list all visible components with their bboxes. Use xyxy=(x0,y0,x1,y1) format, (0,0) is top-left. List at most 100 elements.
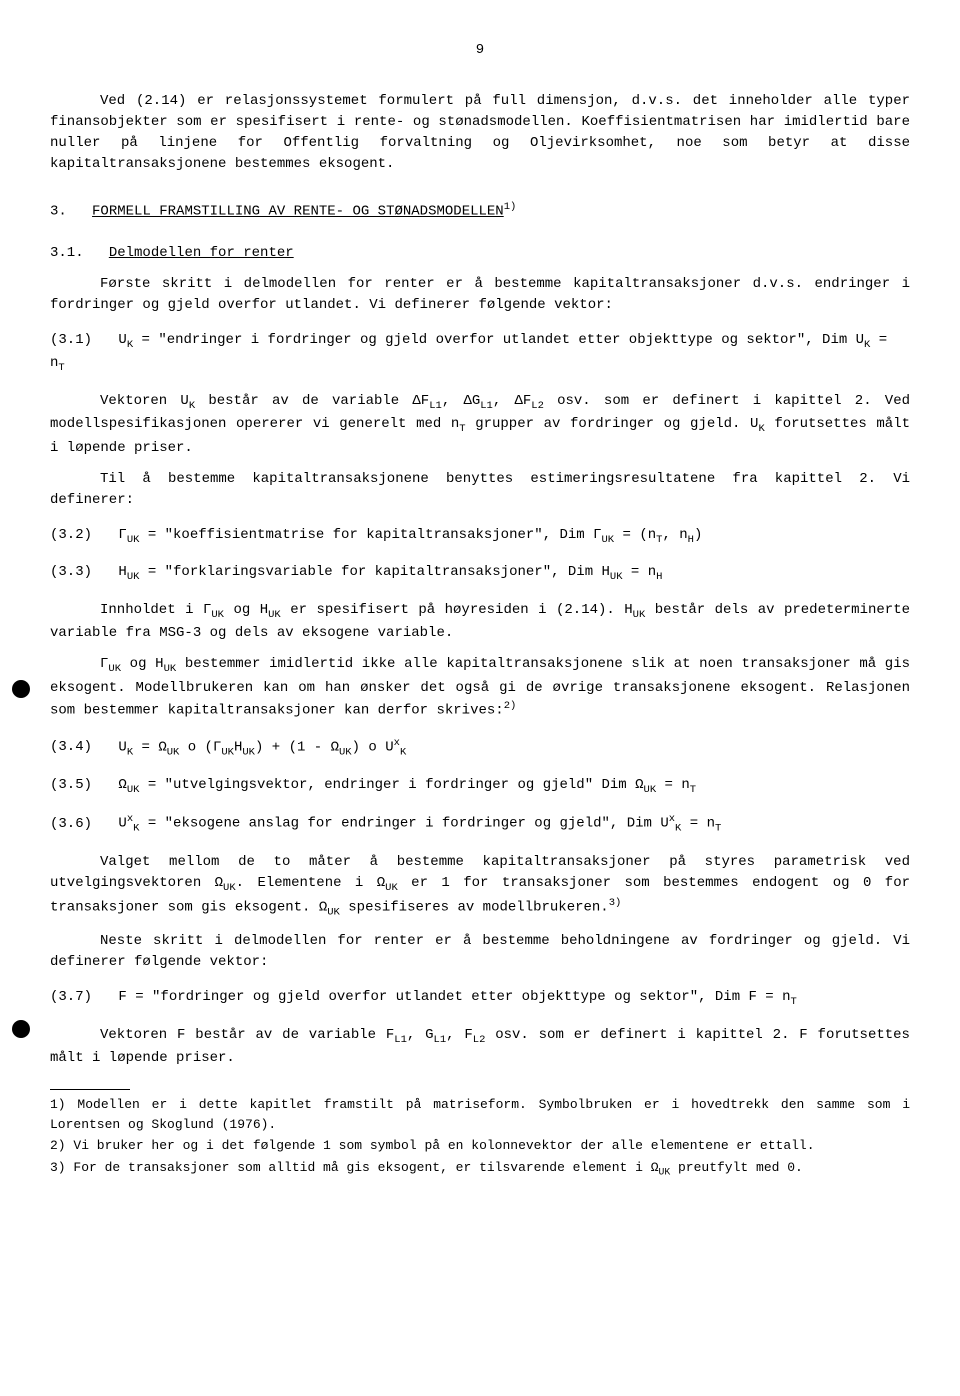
text: , ΔF xyxy=(493,393,531,409)
subscript: UK xyxy=(108,663,121,675)
subscript: K xyxy=(127,746,133,758)
eq-text: H xyxy=(118,564,126,580)
eq-label: (3.5) xyxy=(50,775,110,796)
subscript: T xyxy=(690,784,696,796)
subscript: UK xyxy=(164,663,177,675)
text: , ΔG xyxy=(442,393,480,409)
eq-label: (3.3) xyxy=(50,562,110,583)
subsection-title: Delmodellen for renter xyxy=(109,245,294,261)
eq-label: (3.1) xyxy=(50,330,110,351)
section-number: 3. xyxy=(50,204,67,220)
equation-3-1: (3.1) UK = "endringer i fordringer og gj… xyxy=(50,330,910,377)
paragraph-6: ΓUK og HUK bestemmer imidlertid ikke all… xyxy=(50,654,910,721)
subsection-number: 3.1. xyxy=(50,245,84,261)
subscript: UK xyxy=(602,534,615,546)
equation-3-5: (3.5) ΩUK = "utvelgingsvektor, endringer… xyxy=(50,775,910,799)
subscript: L2 xyxy=(531,400,544,412)
paragraph-7: Valget mellom de to måter å bestemme kap… xyxy=(50,852,910,922)
subscript: UK xyxy=(127,571,140,583)
hole-punch-mark xyxy=(12,680,30,698)
footnote-1: 1) Modellen er i dette kapitlet framstil… xyxy=(50,1095,910,1134)
subscript: L1 xyxy=(434,1034,447,1046)
text: Innholdet i Γ xyxy=(100,602,211,618)
section-3-heading: 3. FORMELL FRAMSTILLING AV RENTE- OG STØ… xyxy=(50,200,910,223)
eq-text: = "koeffisientmatrise for kapitaltransak… xyxy=(139,527,601,543)
text: . Elementene i Ω xyxy=(236,875,385,891)
subscript: UK xyxy=(327,907,340,919)
eq-label: (3.2) xyxy=(50,525,110,546)
eq-text: = n xyxy=(681,816,715,832)
paragraph-9: Vektoren F består av de variable FL1, GL… xyxy=(50,1025,910,1070)
equation-3-6: (3.6) UxK = "eksogene anslag for endring… xyxy=(50,812,910,837)
subscript: L1 xyxy=(429,400,442,412)
text: og H xyxy=(224,602,268,618)
eq-text: = (n xyxy=(614,527,656,543)
equation-3-2: (3.2) ΓUK = "koeffisientmatrise for kapi… xyxy=(50,525,910,549)
eq-text: = n xyxy=(656,777,690,793)
eq-label: (3.6) xyxy=(50,814,110,835)
subscript: UK xyxy=(167,746,180,758)
page-number: 9 xyxy=(50,40,910,61)
subscript: UK xyxy=(127,534,140,546)
eq-label: (3.7) xyxy=(50,987,110,1008)
hole-punch-mark xyxy=(12,1020,30,1038)
paragraph-5: Innholdet i ΓUK og HUK er spesifisert på… xyxy=(50,600,910,645)
subscript: UK xyxy=(659,1167,671,1178)
subscript: L1 xyxy=(480,400,493,412)
eq-text: = "eksogene anslag for endringer i fordr… xyxy=(139,816,668,832)
paragraph-8: Neste skritt i delmodellen for renter er… xyxy=(50,931,910,973)
eq-text: Ω xyxy=(118,777,126,793)
footnote-ref-3: 3) xyxy=(609,897,622,909)
section-title: FORMELL FRAMSTILLING AV RENTE- OG STØNAD… xyxy=(92,204,504,220)
eq-text: ) xyxy=(694,527,702,543)
equation-3-7: (3.7) F = "fordringer og gjeld overfor u… xyxy=(50,987,910,1011)
subscript: UK xyxy=(385,881,398,893)
subsection-3-1-heading: 3.1. Delmodellen for renter xyxy=(50,243,910,264)
text: grupper av fordringer og gjeld. U xyxy=(466,416,759,432)
subscript: L2 xyxy=(473,1034,486,1046)
text: og H xyxy=(121,656,164,672)
text: Vektoren U xyxy=(100,393,189,409)
subscript: H xyxy=(656,571,662,583)
text: Vektoren F består av de variable F xyxy=(100,1027,394,1043)
subscript: UK xyxy=(644,784,657,796)
eq-text: = "utvelgingsvektor, endringer i fordrin… xyxy=(139,777,643,793)
paragraph-2: Første skritt i delmodellen for renter e… xyxy=(50,274,910,316)
subscript: UK xyxy=(268,609,281,621)
text: spesifiseres av modellbrukeren. xyxy=(340,900,609,916)
subscript: T xyxy=(715,823,721,835)
subscript: UK xyxy=(221,746,234,758)
paragraph-intro: Ved (2.14) er relasjonssystemet formuler… xyxy=(50,91,910,175)
subscript: UK xyxy=(610,571,623,583)
equation-3-3: (3.3) HUK = "forklaringsvariable for kap… xyxy=(50,562,910,586)
text: består av de variable ΔF xyxy=(195,393,429,409)
eq-text: F = "fordringer og gjeld overfor utlande… xyxy=(118,989,790,1005)
eq-text: U xyxy=(118,332,126,348)
text: , G xyxy=(407,1027,434,1043)
paragraph-4: Til å bestemme kapitaltransaksjonene ben… xyxy=(50,469,910,511)
subscript: T xyxy=(58,362,64,374)
subscript: UK xyxy=(223,881,236,893)
eq-text: , n xyxy=(662,527,687,543)
eq-label: (3.4) xyxy=(50,737,110,758)
text: , F xyxy=(446,1027,473,1043)
eq-text: = "endringer i fordringer og gjeld overf… xyxy=(133,332,864,348)
subscript: UK xyxy=(211,609,224,621)
eq-text: = n xyxy=(623,564,657,580)
subscript: T xyxy=(791,996,797,1008)
footnote-2: 2) Vi bruker her og i det følgende 1 som… xyxy=(50,1136,910,1156)
footnote-separator xyxy=(50,1089,130,1090)
equation-3-4: (3.4) UK = ΩUK o (ΓUKHUK) + (1 - ΩUK) o … xyxy=(50,736,910,761)
text: bestemmer imidlertid ikke alle kapitaltr… xyxy=(50,656,910,718)
text: er spesifisert på høyresiden i (2.14). H xyxy=(281,602,633,618)
subscript: L1 xyxy=(394,1034,407,1046)
subscript: UK xyxy=(633,609,646,621)
footnote-ref-2: 2) xyxy=(504,700,517,712)
footnote-ref-1: 1) xyxy=(504,201,517,213)
subscript: K xyxy=(400,746,406,758)
footnote-3: 3) For de transaksjoner som alltid må gi… xyxy=(50,1158,910,1180)
subscript: UK xyxy=(339,746,352,758)
eq-text: Γ xyxy=(118,527,126,543)
subscript: UK xyxy=(242,746,255,758)
subscript: UK xyxy=(127,784,140,796)
